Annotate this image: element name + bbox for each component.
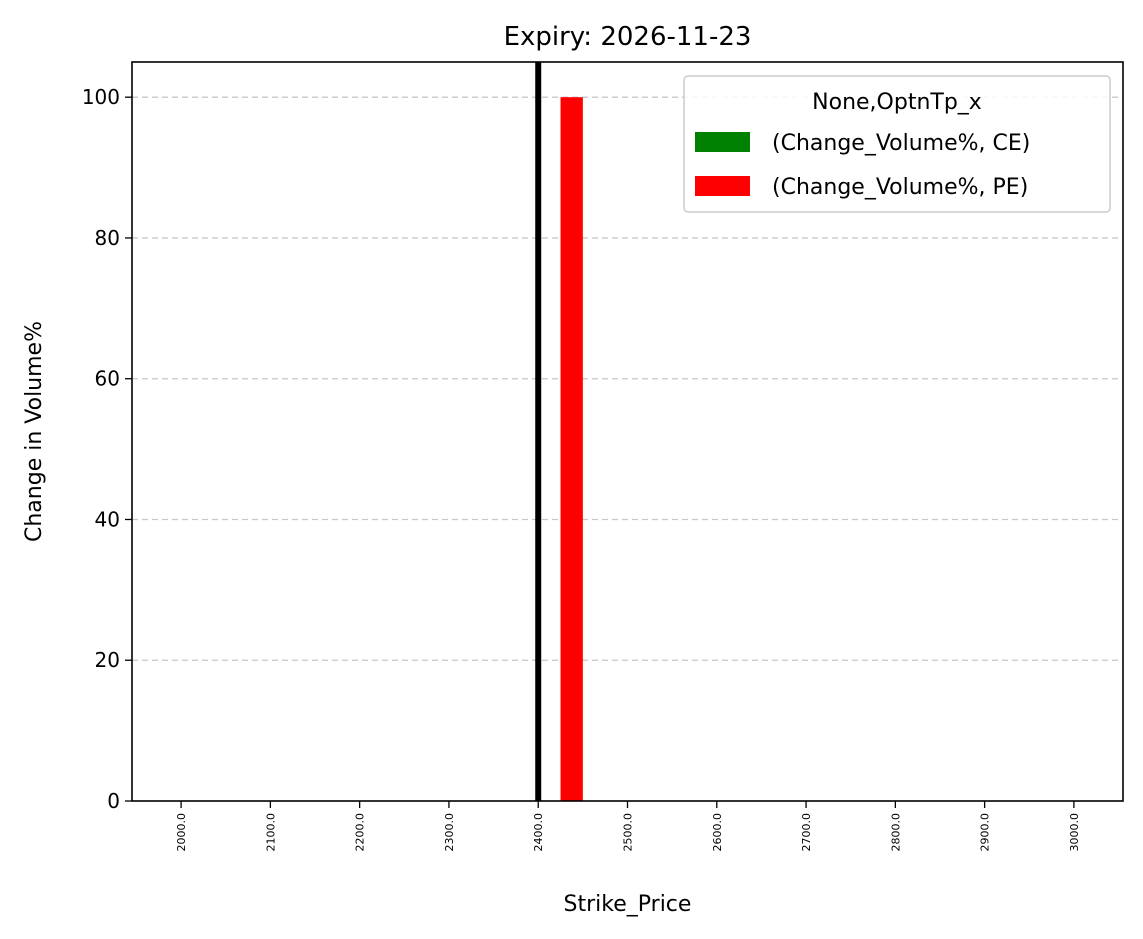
legend-label: (Change_Volume%, CE) [772,131,1030,156]
x-tick-label: 2600.0 [711,813,724,852]
bar-2400.0-pe [560,97,583,801]
legend-swatch [695,176,750,196]
y-tick-label: 20 [95,648,120,672]
x-tick-label: 2100.0 [264,813,277,852]
x-tick-label: 3000.0 [1068,813,1081,852]
y-tick-label: 40 [95,507,120,531]
x-tick-label: 2800.0 [889,813,902,852]
x-tick-label: 2900.0 [979,813,992,852]
y-tick-label: 100 [82,85,120,109]
x-axis-ticks: 2000.0 2100.0 2200.0 2300.0 2400.0 2500.0 2600… [175,801,1081,852]
y-axis-title: Change in Volume% [22,321,47,542]
legend: None,OptnTp_x (Change_Volume%, CE)(Chang… [683,75,1111,213]
y-axis-ticks: 0 20 40 60 80 100 [82,85,132,813]
legend-swatch [695,132,750,152]
y-tick-label: 0 [107,789,120,813]
grid-lines [132,96,1123,661]
x-tick-label: 2400.0 [532,813,545,852]
y-tick-label: 60 [95,367,120,391]
x-tick-label: 2200.0 [354,813,367,852]
y-tick-label: 80 [95,226,120,250]
x-axis-title: Strike_Price [564,892,692,917]
legend-box [683,75,1111,213]
x-tick-label: 2700.0 [800,813,813,852]
legend-title: None,OptnTp_x [812,90,982,115]
legend-label: (Change_Volume%, PE) [772,175,1028,200]
x-tick-label: 2500.0 [622,813,635,852]
legend-entries: (Change_Volume%, CE) (Change_Volume%, PE) [695,131,1030,200]
bars [560,97,583,801]
x-tick-label: 2000.0 [175,813,188,852]
x-tick-label: 2300.0 [443,813,456,852]
chart-title: Expiry: 2026-11-23 [504,22,752,52]
